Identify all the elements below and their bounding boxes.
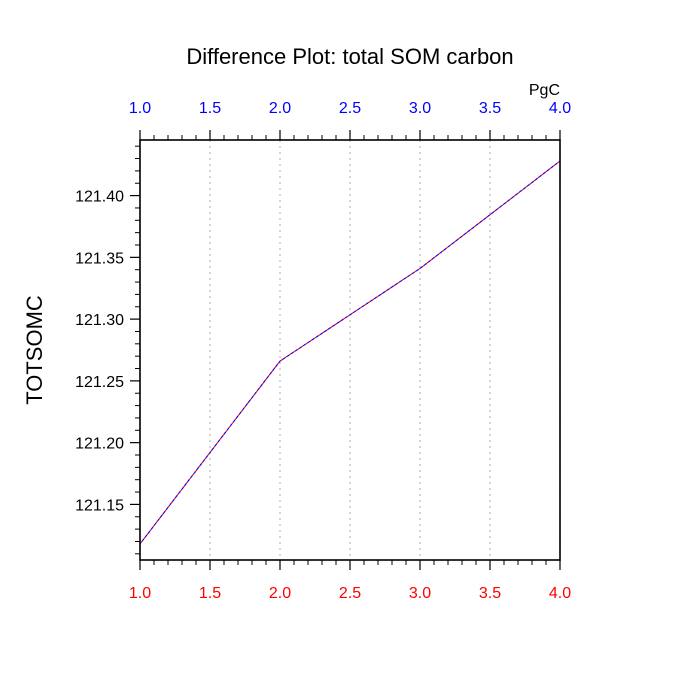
y-axis-label: TOTSOMC (22, 295, 47, 405)
y-tick-label-2: 121.25 (75, 374, 124, 391)
x-tick-label-top-4: 3.0 (409, 100, 431, 117)
series-line-blue-0 (139, 160, 561, 545)
x-tick-label-bottom-3: 2.5 (339, 585, 361, 602)
x-tick-label-bottom-6: 4.0 (549, 585, 571, 602)
y-tick-labels: 121.15 121.20 121.25 121.30 121.35 121.40 (75, 189, 124, 515)
axis-ticks (130, 130, 561, 570)
x-tick-label-top-0: 1.0 (129, 100, 151, 117)
y-tick-label-3: 121.30 (75, 312, 124, 329)
y-tick-label-1: 121.20 (75, 436, 124, 453)
units-label: PgC (529, 82, 560, 99)
plot-frame (139, 139, 561, 561)
x-tick-label-bottom-0: 1.0 (129, 585, 151, 602)
x-tick-label-bottom-5: 3.5 (479, 585, 501, 602)
x-tick-label-bottom-4: 3.0 (409, 585, 431, 602)
x-tick-label-top-5: 3.5 (479, 100, 501, 117)
x-tick-labels-top: 1.0 1.5 2.0 2.5 3.0 3.5 4.0 (129, 100, 571, 117)
grid (139, 140, 561, 560)
y-tick-label-4: 121.35 (75, 250, 124, 267)
x-tick-label-top-6: 4.0 (549, 100, 571, 117)
series-lines (139, 160, 561, 545)
y-tick-label-5: 121.40 (75, 189, 124, 206)
x-tick-labels-bottom: 1.0 1.5 2.0 2.5 3.0 3.5 4.0 (129, 585, 571, 602)
x-tick-label-top-1: 1.5 (199, 100, 221, 117)
x-tick-label-bottom-1: 1.5 (199, 585, 221, 602)
chart-title: Difference Plot: total SOM carbon (186, 44, 513, 69)
x-tick-label-top-2: 2.0 (269, 100, 291, 117)
x-tick-label-top-3: 2.5 (339, 100, 361, 117)
y-tick-label-0: 121.15 (75, 497, 124, 514)
x-tick-label-bottom-2: 2.0 (269, 585, 291, 602)
